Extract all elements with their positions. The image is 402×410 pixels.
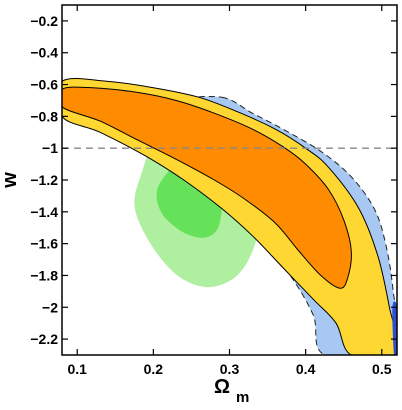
x-tick-label: 0.3 <box>220 361 240 377</box>
y-tick-label: −2.2 <box>30 331 58 347</box>
region-yellow-outer <box>62 78 397 355</box>
y-tick-label: −0.4 <box>30 45 58 61</box>
axis-ticks: 0.1 0.2 0.3 0.4 0.5 −0.2 −0.4 −0.6 −0.8 −1 −1.2 −1.… <box>30 5 397 377</box>
confidence-regions <box>62 78 397 355</box>
y-axis-label: w <box>0 172 21 189</box>
y-tick-label: −1.4 <box>30 204 58 220</box>
y-tick-label: −0.2 <box>30 13 58 29</box>
y-tick-label: −2 <box>42 299 58 315</box>
y-tick-label: −1.8 <box>30 267 58 283</box>
x-axis-label-subscript: m <box>236 389 249 406</box>
x-tick-label: 0.1 <box>67 361 87 377</box>
x-axis-label: Ω <box>214 376 230 398</box>
y-tick-label: −0.8 <box>30 108 58 124</box>
y-tick-label: −1.2 <box>30 172 58 188</box>
region-orange-inner <box>62 86 352 289</box>
region-blue-corner <box>392 301 397 355</box>
y-tick-label: −1.6 <box>30 236 58 252</box>
x-tick-label: 0.2 <box>144 361 164 377</box>
y-tick-label: −1 <box>42 140 58 156</box>
x-tick-label: 0.4 <box>296 361 316 377</box>
y-tick-label: −0.6 <box>30 77 58 93</box>
x-tick-label: 0.5 <box>372 361 392 377</box>
